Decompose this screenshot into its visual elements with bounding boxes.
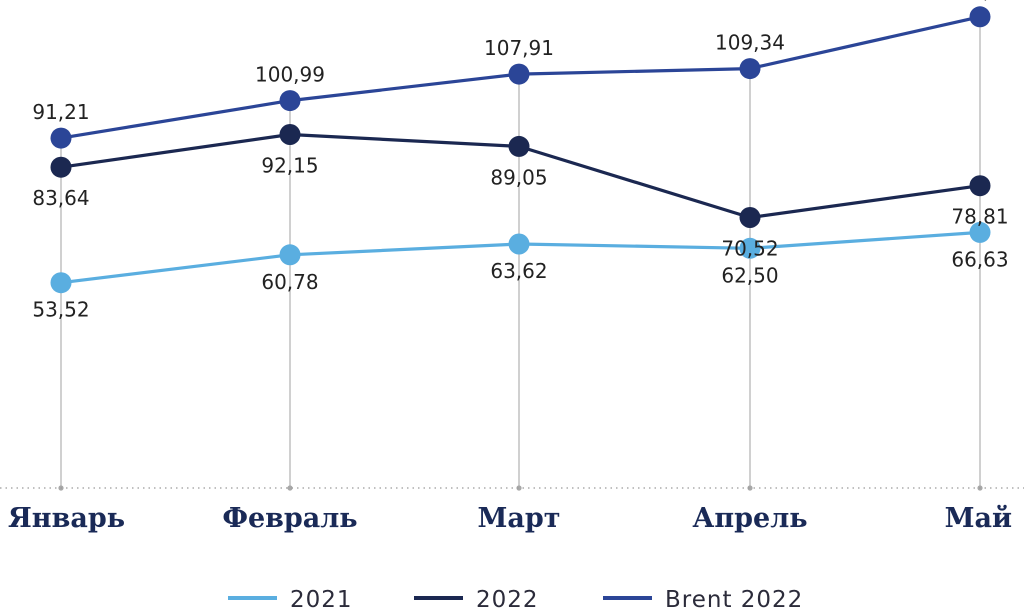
data-point — [739, 237, 761, 259]
data-point — [739, 58, 761, 80]
value-label: 53,52 — [32, 298, 89, 322]
data-point — [50, 156, 72, 178]
baseline-tick — [747, 485, 753, 491]
x-tick-label: Февраль — [222, 503, 357, 534]
data-point — [279, 90, 301, 112]
data-point — [969, 6, 991, 28]
x-tick-label: Март — [478, 503, 561, 534]
data-point — [508, 233, 530, 255]
value-label: 78,81 — [951, 205, 1008, 229]
legend: 2021 2022 Brent 2022 — [228, 587, 803, 613]
value-label: 89,05 — [490, 165, 547, 189]
baseline-tick — [287, 485, 293, 491]
data-point — [969, 175, 991, 197]
value-label: 109,34 — [715, 31, 785, 55]
data-point — [50, 272, 72, 294]
data-point — [279, 124, 301, 145]
value-label: 70,52 — [721, 237, 778, 261]
x-tick-label: Май — [945, 503, 1012, 534]
value-label: 107,91 — [484, 36, 554, 60]
value-label: 63,62 — [490, 259, 547, 283]
legend-label: 2021 — [290, 587, 353, 613]
value-label: 83,64 — [32, 186, 89, 210]
data-point — [50, 127, 72, 149]
value-label: 92,15 — [261, 154, 318, 178]
value-label: 62,50 — [721, 263, 778, 287]
value-label: 60,78 — [261, 270, 318, 294]
x-axis-labels: Январь Февраль Март Апрель Май — [8, 503, 1012, 534]
data-point — [739, 207, 761, 228]
x-axis-baseline — [0, 485, 1024, 491]
value-labels: 53,52 60,78 63,62 62,50 66,63 83,64 92,15 89,05… — [32, 0, 1015, 322]
series-group — [50, 6, 991, 294]
value-label: 91,21 — [32, 100, 89, 124]
x-tick-label: Апрель — [692, 503, 807, 534]
data-point — [508, 63, 530, 85]
x-tick-label: Январь — [8, 503, 125, 534]
value-label: 100,99 — [255, 63, 325, 87]
data-point — [279, 244, 301, 266]
data-point — [508, 135, 530, 157]
legend-label: 2022 — [476, 587, 539, 613]
data-point — [969, 221, 991, 243]
value-label: 122,84 — [945, 0, 1015, 3]
value-label: 66,63 — [951, 247, 1008, 271]
baseline-tick — [516, 485, 522, 491]
legend-label: Brent 2022 — [665, 587, 803, 613]
